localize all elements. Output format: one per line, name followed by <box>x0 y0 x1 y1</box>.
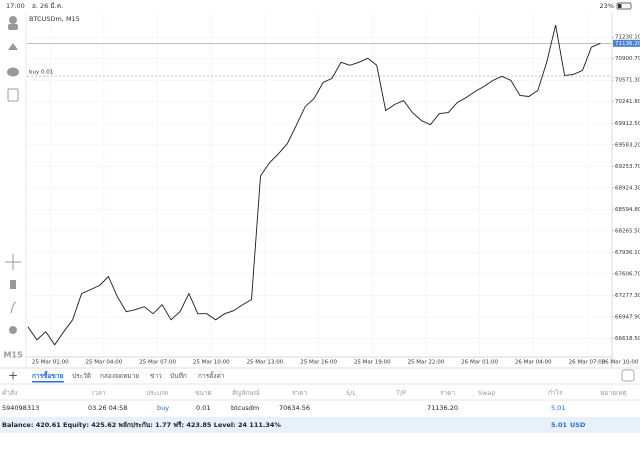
cell-time: 03.26 04:58 <box>88 404 127 412</box>
tab[interactable]: ข่าว <box>150 372 162 380</box>
x-tick-label: 25 Mar 04:00 <box>86 360 123 366</box>
account-icon-body[interactable] <box>8 24 18 30</box>
column-header: เวลา <box>92 389 106 397</box>
status-date: อ. 26 มี.ค. <box>32 2 63 10</box>
y-tick-label: 67936.10 <box>615 250 640 256</box>
y-tick-label: 70900.70 <box>615 56 640 62</box>
cell-order: 594098313 <box>2 404 39 412</box>
column-header: Swap <box>478 389 496 397</box>
add-button[interactable]: + <box>8 369 18 383</box>
objects-icon[interactable] <box>9 326 17 334</box>
y-tick-label: 69253.70 <box>615 164 640 170</box>
x-tick-label: 26 Mar 04:00 <box>515 360 552 366</box>
battery-icon <box>616 2 632 10</box>
status-time: 17:00 <box>6 2 25 10</box>
chat-icon[interactable] <box>7 67 19 77</box>
x-tick-label: 25 Mar 19:00 <box>354 360 391 366</box>
y-tick-label: 69912.50 <box>615 121 640 127</box>
y-tick-label: 67277.30 <box>615 293 640 299</box>
currency: USD <box>570 421 586 429</box>
column-header: ประเภท <box>146 389 168 397</box>
timeframe[interactable]: M15 <box>3 351 23 360</box>
cell-open-price: 70634.56 <box>279 404 310 412</box>
column-header: ขนาด <box>195 389 212 397</box>
order-label: buy 0.01 <box>29 70 53 76</box>
y-tick-label: 68594.80 <box>615 207 640 213</box>
account-summary: Balance: 420.61 Equity: 425.62 พลักประกั… <box>2 421 281 429</box>
y-tick-label: 71230.10 <box>615 35 640 41</box>
column-header: คำสั่ง <box>2 388 17 397</box>
footer-bar <box>0 417 640 433</box>
y-tick-label: 66947.90 <box>615 314 640 320</box>
x-tick-label: 25 Mar 07:00 <box>139 360 176 366</box>
y-tick-label: 68265.50 <box>615 228 640 234</box>
tab[interactable]: การซื้อขาย <box>32 370 63 380</box>
y-tick-label: 67606.70 <box>615 271 640 277</box>
x-tick-label: 25 Mar 16:00 <box>300 360 337 366</box>
price-tag-label: 71136.20 <box>615 41 640 47</box>
y-tick-label: 70571.30 <box>615 78 640 84</box>
total-profit: 5.01 <box>551 421 568 429</box>
trade-icon[interactable] <box>8 43 18 50</box>
column-header: T/P <box>395 389 406 397</box>
cell-type: buy <box>157 404 169 412</box>
status-battery: 23% <box>600 2 614 10</box>
price-line-series <box>27 24 601 346</box>
account-icon[interactable] <box>9 16 17 24</box>
cell-symbol: btcusdm <box>231 404 259 412</box>
price-tag <box>613 39 640 47</box>
x-tick-label: 25 Mar 13:00 <box>247 360 284 366</box>
x-tick-label: 26 Mar 01:00 <box>461 360 498 366</box>
column-header: S/L <box>346 389 356 397</box>
candle-icon[interactable] <box>10 280 16 289</box>
tab[interactable]: บันทึก <box>170 372 187 380</box>
y-tick-label: 70241.80 <box>615 99 640 105</box>
column-header: หมายเหตุ <box>600 389 627 397</box>
toolbar-icons <box>5 16 21 334</box>
x-tick-label: 26 Mar 10:00 <box>602 360 639 366</box>
battery-level <box>618 4 622 8</box>
column-header: ราคา <box>440 389 455 397</box>
tab-underline <box>32 381 64 383</box>
column-header: กำไร <box>548 389 563 397</box>
x-tick-label: 25 Mar 10:00 <box>193 360 230 366</box>
cell-profit: 5.01 <box>551 404 565 412</box>
x-tick-label: 25 Mar 22:00 <box>408 360 445 366</box>
tab[interactable]: ประวัติ <box>72 372 91 380</box>
indicator-icon[interactable] <box>10 301 17 314</box>
x-tick-label: 25 Mar 01:00 <box>32 360 69 366</box>
tab[interactable]: การตั้งค่า <box>198 371 225 380</box>
column-header: สัญลักษณ์ <box>232 389 260 397</box>
column-header: ราคา <box>292 389 307 397</box>
y-tick-label: 66618.50 <box>615 336 640 342</box>
y-tick-label: 69583.20 <box>615 142 640 148</box>
expand-icon[interactable] <box>621 369 635 382</box>
new-order-icon[interactable] <box>7 88 19 102</box>
tab[interactable]: กล่องจดหมาย <box>100 372 139 380</box>
y-tick-label: 68924.30 <box>615 185 640 191</box>
chart-title: BTCUSDm, M15 <box>29 15 80 23</box>
x-tick-label: 26 Mar 07:00 <box>569 360 606 366</box>
crosshair-icon[interactable] <box>5 254 21 270</box>
cell-price: 71136.20 <box>427 404 458 412</box>
cell-size: 0.01 <box>196 404 210 412</box>
